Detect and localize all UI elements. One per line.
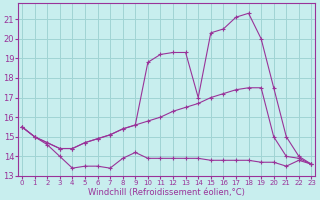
- X-axis label: Windchill (Refroidissement éolien,°C): Windchill (Refroidissement éolien,°C): [88, 188, 245, 197]
